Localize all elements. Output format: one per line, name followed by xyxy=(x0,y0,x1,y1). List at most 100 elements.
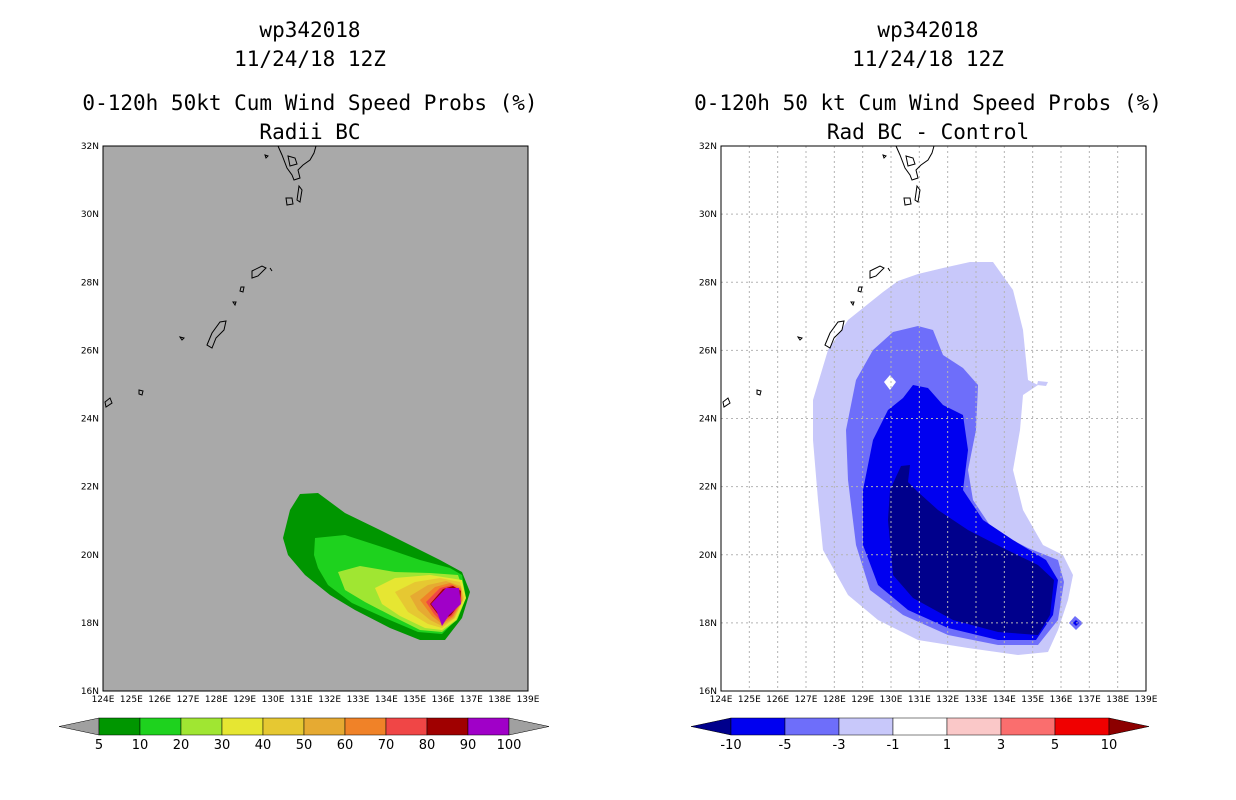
colorbar-box xyxy=(385,717,428,736)
colorbar-label: 10 xyxy=(132,738,149,753)
colorbar-box xyxy=(892,717,948,736)
colorbar-label: 30 xyxy=(214,738,231,753)
lon-tick-label: 126E xyxy=(148,695,171,705)
lon-tick-label: 138E xyxy=(1106,695,1129,705)
colorbar-label: 50 xyxy=(296,738,313,753)
lat-tick-label: 22N xyxy=(81,483,99,493)
coastline-kerama xyxy=(178,336,185,341)
lat-tick-label: 28N xyxy=(699,278,717,288)
coastline-miyako xyxy=(756,389,762,396)
lon-tick-label: 132E xyxy=(936,695,959,705)
coastline-tokunoshima xyxy=(239,286,245,293)
colorbar-box xyxy=(838,717,894,736)
colorbar-label: 80 xyxy=(419,738,436,753)
lon-tick-label: 134E xyxy=(993,695,1016,705)
coastline-satsuma xyxy=(296,184,303,203)
lon-tick-label: 135E xyxy=(1021,695,1044,705)
lon-tick-label: 131E xyxy=(290,695,313,705)
lon-tick-label: 131E xyxy=(908,695,931,705)
colorbar-label: 90 xyxy=(460,738,477,753)
colorbar-label: 1 xyxy=(943,738,951,753)
lon-tick-label: 133E xyxy=(965,695,988,705)
coastline-kyushu xyxy=(277,145,317,181)
lon-tick-label: 126E xyxy=(766,695,789,705)
colorbar-label: 70 xyxy=(378,738,395,753)
right-subtitle: Rad BC - Control xyxy=(826,120,1030,144)
colorbar-high-arrow xyxy=(1108,717,1150,736)
lat-tick-label: 24N xyxy=(699,415,717,425)
coastline-okinawa xyxy=(206,320,227,349)
coastline-okinoerabu xyxy=(850,301,855,307)
lat-tick-label: 32N xyxy=(81,142,99,152)
colorbar-box xyxy=(303,717,346,736)
lon-tick-label: 138E xyxy=(488,695,511,705)
lat-tick-label: 26N xyxy=(699,346,717,356)
diff-spot-east xyxy=(1037,381,1048,386)
colorbar-label: 5 xyxy=(1051,738,1059,753)
lon-tick-label: 132E xyxy=(318,695,341,705)
colorbar-label: -1 xyxy=(887,738,900,753)
colorbar-box xyxy=(221,717,264,736)
right-lon-axis: 124E 125E 126E 127E 128E 129E 130E 131E 132E 133E… xyxy=(710,695,1158,705)
coastline-ishigaki xyxy=(722,397,731,408)
left-title: 0-120h 50kt Cum Wind Speed Probs (%) xyxy=(82,91,538,115)
right-coastlines xyxy=(722,145,935,408)
colorbar-label: -5 xyxy=(779,738,792,753)
lon-tick-label: 127E xyxy=(795,695,818,705)
coastline-kyushu xyxy=(895,145,935,181)
lat-tick-label: 20N xyxy=(81,551,99,561)
left-lon-axis: 124E 125E 126E 127E 128E 129E 130E 131E 132E 133E… xyxy=(92,695,540,705)
lon-tick-label: 136E xyxy=(1050,695,1073,705)
lon-tick-label: 130E xyxy=(262,695,285,705)
lon-tick-label: 133E xyxy=(347,695,370,705)
right-gridlines xyxy=(721,146,1146,691)
coastline-islet xyxy=(264,154,269,159)
left-prob-contours xyxy=(283,493,470,640)
colorbar-label: -3 xyxy=(833,738,846,753)
coastline-okinoerabu xyxy=(232,301,237,307)
lat-tick-label: 22N xyxy=(699,483,717,493)
lat-tick-label: 30N xyxy=(699,210,717,220)
colorbar-box xyxy=(180,717,223,736)
right-lat-axis: 32N 30N 28N 26N 24N 22N 20N 18N 16N xyxy=(699,142,717,697)
coastline-kerama xyxy=(796,336,803,341)
colorbar-label: -10 xyxy=(720,738,741,753)
colorbar-box xyxy=(262,717,305,736)
colorbar-box xyxy=(730,717,786,736)
colorbar-box xyxy=(344,717,387,736)
lon-tick-label: 127E xyxy=(177,695,200,705)
right-diff-contours xyxy=(813,262,1083,655)
coastline-amami-islet xyxy=(887,267,891,272)
right-map-border xyxy=(720,145,1147,692)
left-coastlines xyxy=(104,145,317,408)
colorbar-low-arrow xyxy=(58,717,100,736)
colorbar-label: 10 xyxy=(1101,738,1118,753)
colorbar-low-arrow xyxy=(690,717,732,736)
lat-tick-label: 30N xyxy=(81,210,99,220)
lat-tick-label: 28N xyxy=(81,278,99,288)
diff-contour-minus10 xyxy=(888,465,1054,635)
left-colorbar xyxy=(58,717,550,736)
lon-tick-label: 137E xyxy=(1078,695,1101,705)
coastline-tanegashima xyxy=(903,197,912,206)
right-storm-id: wp342018 xyxy=(877,18,979,42)
coastline-miyako xyxy=(138,389,144,396)
left-map: 32N 30N 28N 26N 24N 22N 20N 18N 16N 124E 125E 126E… xyxy=(58,142,550,753)
colorbar-label: 20 xyxy=(173,738,190,753)
colorbar-box xyxy=(426,717,469,736)
lat-tick-label: 16N xyxy=(699,687,717,697)
colorbar-label: 3 xyxy=(997,738,1005,753)
lat-tick-label: 18N xyxy=(81,619,99,629)
colorbar-box xyxy=(1000,717,1056,736)
colorbar-box xyxy=(1054,717,1110,736)
lon-tick-label: 129E xyxy=(233,695,256,705)
lon-tick-label: 125E xyxy=(738,695,761,705)
colorbar-label: 5 xyxy=(95,738,103,753)
coastline-amami-islet xyxy=(269,267,273,272)
lat-tick-label: 20N xyxy=(699,551,717,561)
left-map-frame xyxy=(102,145,529,692)
left-datetime: 11/24/18 12Z xyxy=(234,47,386,71)
prob-contour-100 xyxy=(431,588,461,626)
coastline-amami xyxy=(869,265,885,279)
lon-tick-label: 129E xyxy=(851,695,874,705)
